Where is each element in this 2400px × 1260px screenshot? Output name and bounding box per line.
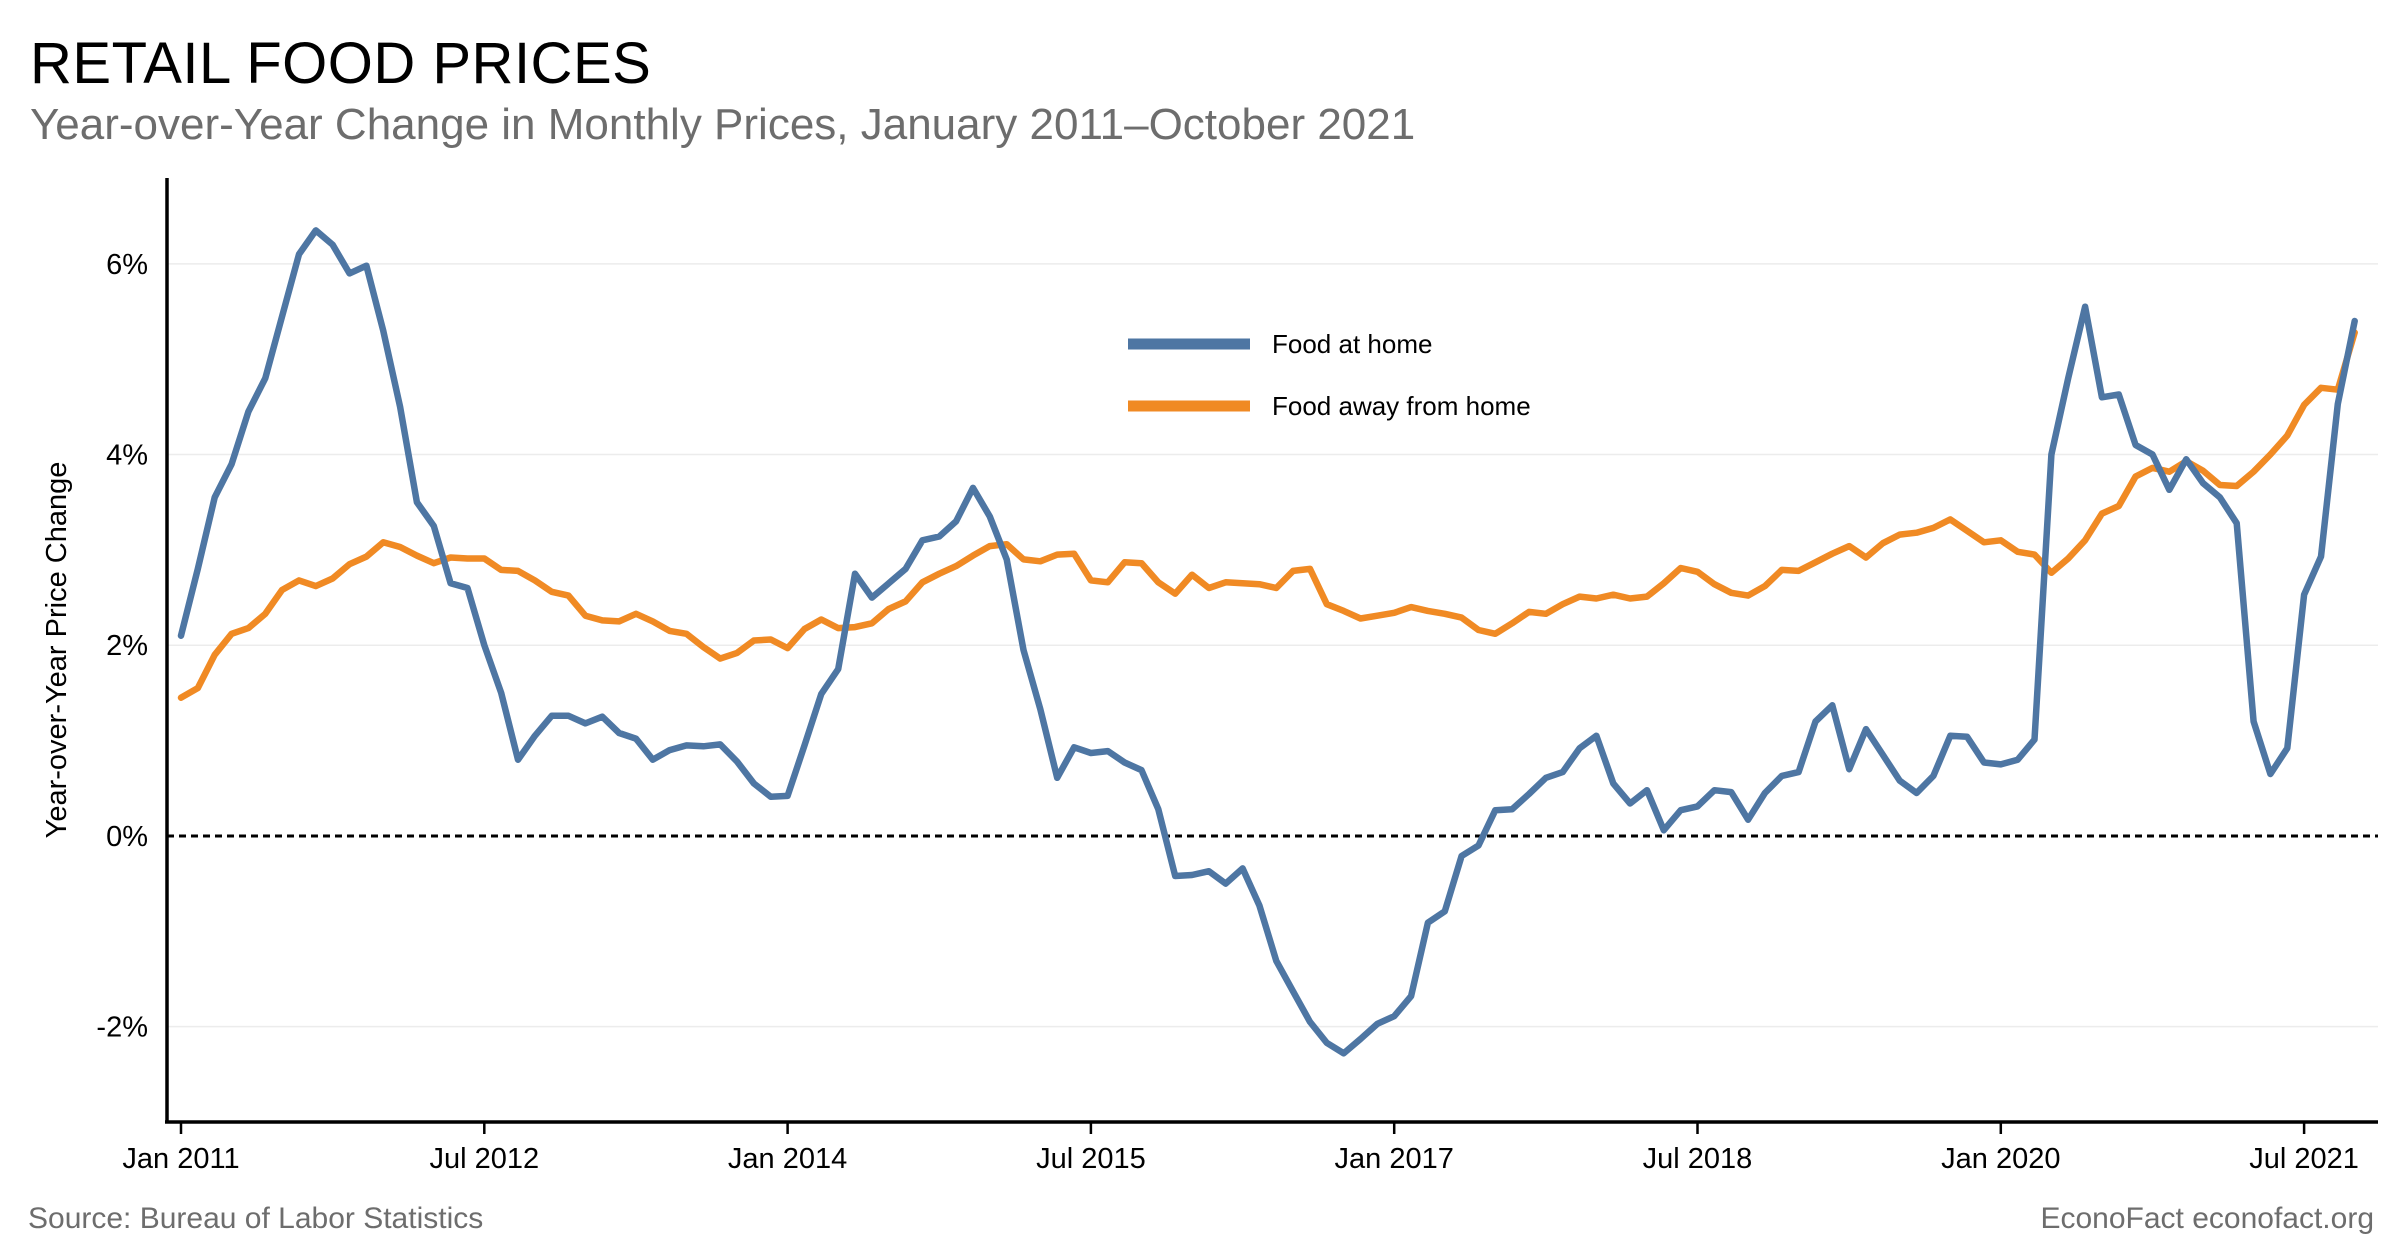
- x-tick-label: Jul 2018: [1643, 1143, 1753, 1175]
- y-axis-label: Year-over-Year Price Change: [41, 462, 73, 839]
- y-tick-label: 2%: [106, 630, 148, 662]
- source-note: Source: Bureau of Labor Statistics: [28, 1202, 484, 1235]
- legend: Food at home Food away from home: [1128, 329, 1531, 421]
- x-tick-label: Jan 2011: [122, 1143, 239, 1175]
- x-tick-label: Jan 2020: [1941, 1143, 2060, 1175]
- x-tick-label: Jul 2012: [429, 1143, 539, 1175]
- credit-note: EconoFact econofact.org: [2040, 1202, 2374, 1235]
- y-axis-ticks: -2% 0% 2% 4% 6%: [96, 249, 148, 1044]
- x-tick-label: Jan 2014: [728, 1143, 847, 1175]
- axes: [165, 178, 2378, 1124]
- gridlines: [167, 263, 2378, 1028]
- legend-label: Food at home: [1272, 329, 1432, 359]
- y-tick-label: -2%: [96, 1012, 148, 1044]
- series-line-food-away-from-home: [177, 329, 2358, 701]
- x-tick-label: Jan 2017: [1335, 1143, 1454, 1175]
- y-tick-label: 6%: [106, 249, 148, 281]
- chart-title: RETAIL FOOD PRICES: [30, 31, 652, 96]
- y-tick-label: 4%: [106, 440, 148, 472]
- y-tick-label: 0%: [106, 821, 148, 853]
- series-lines: [177, 227, 2358, 1057]
- x-axis-ticks: Jan 2011 Jul 2012 Jan 2014 Jul 2015 Jan 2017…: [122, 1122, 2359, 1175]
- legend-label: Food away from home: [1272, 391, 1531, 421]
- chart-subtitle: Year-over-Year Change in Monthly Prices,…: [30, 100, 1416, 149]
- x-tick-label: Jul 2021: [2249, 1143, 2359, 1175]
- x-tick-label: Jul 2015: [1036, 1143, 1146, 1175]
- series-line-food-at-home: [177, 227, 2358, 1057]
